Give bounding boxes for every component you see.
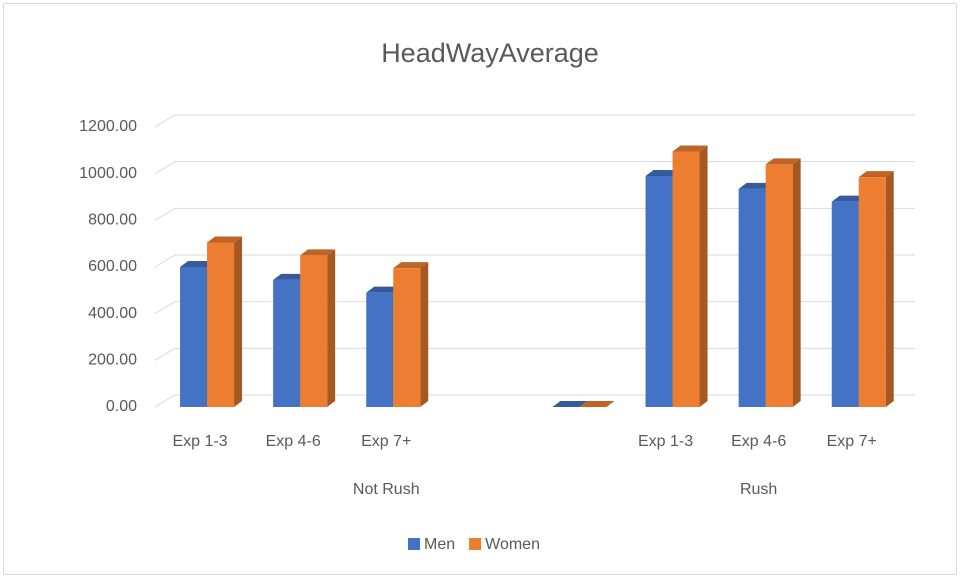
bar-top — [207, 236, 243, 243]
bar — [393, 262, 429, 407]
bar — [858, 171, 894, 407]
x-tick-label: Exp 7+ — [361, 433, 411, 450]
bar-front — [366, 292, 394, 407]
bar-front — [180, 267, 208, 407]
y-tick-label: 400.00 — [88, 305, 137, 322]
y-tick-label: 200.00 — [88, 352, 137, 369]
bar-top — [645, 170, 681, 176]
legend-label: Women — [485, 536, 540, 553]
bar-side — [234, 236, 243, 407]
bar — [672, 145, 708, 407]
bar-side — [327, 249, 336, 407]
bar-front — [738, 188, 766, 407]
bar-top — [300, 249, 336, 256]
grid-line — [154, 161, 915, 175]
bar — [207, 236, 243, 407]
legend-swatch — [469, 538, 482, 550]
grid-line — [154, 114, 915, 128]
bar-top — [858, 171, 894, 178]
bar-top — [393, 262, 429, 269]
bar — [300, 249, 336, 407]
chart-border — [3, 3, 957, 575]
bar-front — [672, 151, 700, 407]
y-tick-label: 800.00 — [88, 212, 137, 229]
legend-swatch — [408, 538, 420, 550]
chart-title: HeadWayAverage — [381, 38, 599, 68]
bar-side — [699, 145, 708, 407]
bar — [765, 158, 801, 407]
x-tick-label: Exp 4-6 — [266, 433, 321, 450]
bar-front — [765, 164, 793, 407]
legend-label: Men — [424, 536, 455, 553]
x-tick-label: Exp 1-3 — [172, 433, 227, 450]
bar-front — [207, 242, 235, 407]
bar-side — [420, 262, 429, 407]
group-label: Rush — [740, 481, 777, 498]
bar-top — [738, 182, 774, 189]
bar-top — [180, 261, 216, 267]
bar-front — [273, 279, 301, 407]
bar-top — [552, 401, 588, 407]
bar-front — [858, 177, 886, 407]
bar-top — [273, 273, 309, 280]
bar-top — [672, 145, 708, 152]
bar-front — [300, 255, 328, 407]
bar — [579, 401, 615, 407]
bar-top — [831, 195, 867, 202]
bar — [552, 401, 588, 407]
y-tick-label: 600.00 — [88, 258, 137, 275]
bar-side — [885, 171, 894, 407]
bar-front — [393, 268, 421, 407]
bar-top — [366, 286, 402, 293]
group-label: Not Rush — [353, 481, 420, 498]
bar-side — [792, 158, 801, 407]
bar-front — [831, 201, 859, 407]
y-tick-label: 0.00 — [106, 398, 137, 415]
x-tick-label: Exp 1-3 — [638, 433, 693, 450]
bar-top — [765, 158, 801, 165]
y-tick-label: 1200.00 — [79, 118, 137, 135]
x-tick-label: Exp 7+ — [827, 433, 877, 450]
y-tick-label: 1000.00 — [79, 165, 137, 182]
bar-front — [645, 176, 673, 407]
bar-top — [579, 401, 615, 407]
x-tick-label: Exp 4-6 — [731, 433, 786, 450]
